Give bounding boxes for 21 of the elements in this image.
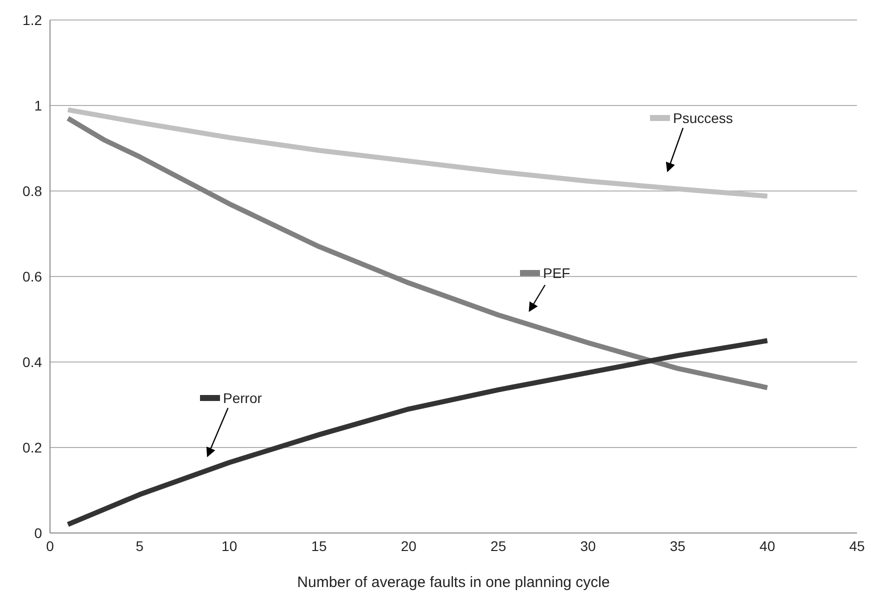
x-tick-label: 10 [222, 538, 238, 554]
x-tick-label: 30 [580, 538, 596, 554]
x-tick-label: 35 [670, 538, 686, 554]
y-tick-label: 0.2 [22, 439, 42, 456]
x-tick-label: 45 [849, 538, 865, 554]
x-tick-label: 20 [400, 538, 417, 554]
x-tick-label: 25 [490, 538, 506, 554]
y-tick-label: 1.2 [22, 12, 42, 28]
legend-label: Perror [223, 390, 262, 406]
x-tick-label: 0 [46, 538, 54, 554]
y-tick-label: 0 [34, 524, 42, 541]
y-tick-label: 0.8 [22, 182, 42, 199]
legend-label: PEF [543, 265, 570, 281]
x-tick-label: 40 [760, 538, 776, 554]
x-tick-label: 5 [136, 538, 144, 554]
y-tick-label: 0.6 [22, 268, 42, 284]
y-tick-label: 0.4 [22, 354, 42, 370]
legend-label: Psuccess [673, 110, 733, 126]
y-tick-label: 1 [34, 97, 42, 114]
x-tick-label: 15 [311, 538, 327, 554]
x-axis-title: Number of average faults in one planning cycle [297, 574, 610, 591]
